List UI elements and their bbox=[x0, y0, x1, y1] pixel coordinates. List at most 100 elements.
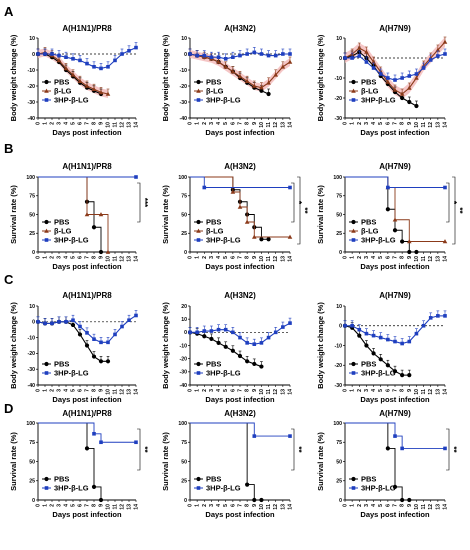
x-tick-label: 3 bbox=[57, 256, 63, 259]
x-tick-label: 2 bbox=[202, 389, 208, 392]
data-point bbox=[231, 330, 235, 335]
x-tick-label: 3 bbox=[364, 256, 370, 259]
data-point bbox=[223, 64, 229, 69]
chart-title-d1: A(H1N1)/PR8 bbox=[62, 409, 112, 418]
data-point bbox=[414, 331, 419, 336]
x-tick-label: 4 bbox=[216, 122, 222, 125]
y-tick-label: -20 bbox=[28, 84, 36, 90]
data-point bbox=[259, 341, 264, 345]
y-tick-label: 0 bbox=[184, 52, 187, 58]
data-point bbox=[421, 66, 426, 70]
series-line bbox=[345, 422, 445, 449]
x-tick-label: 3 bbox=[209, 256, 215, 259]
legend-marker bbox=[351, 486, 356, 490]
x-tick-label: 8 bbox=[400, 504, 406, 507]
x-tick-label: 0 bbox=[36, 504, 42, 507]
legend-marker bbox=[351, 79, 356, 85]
series-3hp-lg bbox=[190, 176, 292, 190]
data-point bbox=[216, 55, 221, 59]
x-tick-label: 4 bbox=[216, 504, 222, 507]
legend-item: PBS bbox=[194, 475, 221, 484]
x-tick-label: 13 bbox=[127, 122, 133, 128]
x-tick-label: 10 bbox=[106, 256, 112, 262]
data-point bbox=[385, 363, 390, 368]
x-tick-label: 3 bbox=[364, 122, 370, 125]
x-axis-label: Days post infection bbox=[360, 395, 430, 404]
data-point bbox=[134, 440, 138, 445]
data-point bbox=[43, 321, 47, 326]
data-point bbox=[92, 65, 96, 69]
data-point bbox=[134, 45, 138, 50]
x-axis-label: Days post infection bbox=[52, 262, 122, 271]
data-point bbox=[252, 50, 257, 55]
y-tick-label: -10 bbox=[180, 343, 188, 349]
data-point bbox=[71, 57, 75, 61]
x-tick-label: 9 bbox=[252, 504, 258, 507]
x-tick-label: 5 bbox=[223, 122, 229, 125]
x-tick-label: 2 bbox=[202, 122, 208, 125]
x-tick-label: 3 bbox=[57, 504, 63, 507]
x-tick-label: 8 bbox=[92, 389, 98, 392]
series-3hp-lg bbox=[36, 310, 138, 345]
x-tick-label: 7 bbox=[393, 504, 399, 507]
data-point bbox=[385, 446, 390, 451]
series-pbs bbox=[345, 176, 419, 255]
x-tick-label: 2 bbox=[202, 256, 208, 259]
x-axis-label: Days post infection bbox=[52, 395, 122, 404]
legend-marker bbox=[196, 98, 201, 102]
data-point bbox=[392, 217, 398, 222]
y-tick-label: 50 bbox=[29, 459, 35, 465]
data-point bbox=[406, 239, 412, 244]
legend-marker bbox=[351, 238, 356, 242]
legend-marker bbox=[44, 361, 49, 367]
y-tick-label: -40 bbox=[180, 116, 188, 122]
data-point bbox=[98, 249, 104, 255]
legend-label: 3HP-β-LG bbox=[361, 369, 396, 378]
data-point bbox=[357, 327, 362, 332]
x-tick-label: 3 bbox=[57, 122, 63, 125]
x-tick-label: 11 bbox=[113, 389, 119, 395]
data-point bbox=[244, 219, 250, 224]
x-tick-label: 0 bbox=[188, 122, 194, 125]
legend-label: β-LG bbox=[361, 87, 379, 96]
legend-label: PBS bbox=[54, 475, 69, 484]
data-point bbox=[85, 61, 89, 66]
data-point bbox=[202, 329, 207, 333]
x-tick-label: 11 bbox=[113, 122, 119, 128]
x-tick-label: 3 bbox=[364, 389, 370, 392]
legend-label: β-LG bbox=[361, 227, 379, 236]
x-tick-label: 8 bbox=[245, 122, 251, 125]
y-tick-label: -20 bbox=[180, 84, 188, 90]
x-tick-label: 0 bbox=[343, 122, 349, 125]
y-tick-label: 100 bbox=[333, 175, 342, 181]
significance-bracket bbox=[291, 182, 295, 223]
data-point bbox=[442, 239, 448, 244]
y-tick-label: -20 bbox=[335, 363, 343, 369]
legend-item: β-LG bbox=[42, 87, 72, 96]
legend-item: 3HP-β-LG bbox=[42, 369, 89, 378]
legend-label: PBS bbox=[361, 475, 376, 484]
x-tick-label: 3 bbox=[364, 504, 370, 507]
series-line bbox=[190, 176, 290, 238]
x-tick-label: 10 bbox=[106, 122, 112, 128]
data-point bbox=[392, 369, 398, 374]
y-tick-label: 0 bbox=[32, 320, 35, 326]
x-axis-label: Days post infection bbox=[360, 510, 430, 519]
significance-marker: ** bbox=[294, 446, 303, 453]
x-tick-label: 0 bbox=[36, 256, 42, 259]
x-tick-label: 13 bbox=[127, 389, 133, 395]
series--lg bbox=[190, 176, 293, 239]
x-tick-label: 10 bbox=[259, 122, 265, 128]
data-point bbox=[120, 52, 124, 56]
data-point bbox=[442, 39, 448, 44]
legend-item: 3HP-β-LG bbox=[42, 484, 89, 493]
series-3hp-lg bbox=[345, 422, 447, 451]
y-tick-label: -10 bbox=[180, 68, 188, 74]
data-point bbox=[287, 59, 293, 64]
data-point bbox=[64, 320, 68, 324]
x-tick-label: 13 bbox=[280, 256, 286, 262]
x-tick-label: 11 bbox=[113, 504, 119, 510]
data-point bbox=[400, 446, 404, 451]
